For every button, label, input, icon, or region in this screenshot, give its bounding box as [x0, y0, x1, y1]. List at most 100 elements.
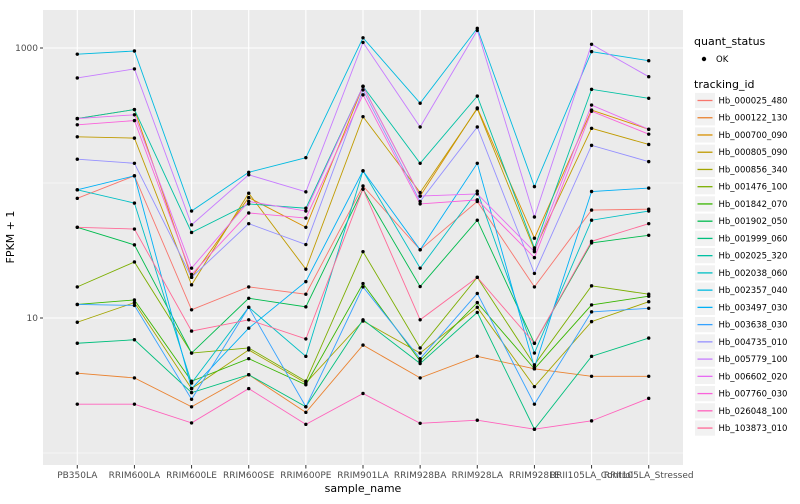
data-point: [532, 246, 537, 250]
data-point: [589, 103, 594, 107]
data-point: [532, 341, 537, 345]
data-point: [589, 218, 594, 222]
data-point: [475, 291, 479, 296]
data-point: [304, 379, 308, 383]
x-tick-label-RRIM928LE: RRIM928LE: [509, 471, 560, 481]
data-point: [475, 418, 479, 422]
legend-item-Hb_000805_090: Hb_000805_090: [695, 144, 788, 160]
data-point: [475, 275, 479, 280]
data-point: [532, 351, 537, 355]
data-point: [132, 227, 137, 231]
legend-item-Hb_005779_100: Hb_005779_100: [695, 351, 788, 367]
legend-label-ok: OK: [716, 55, 729, 65]
data-point: [418, 190, 422, 195]
data-point: [361, 114, 365, 119]
data-point: [247, 285, 251, 289]
data-point: [418, 194, 422, 198]
data-point: [132, 136, 137, 140]
x-tick-label-RRIM600LA: RRIM600LA: [109, 471, 161, 481]
data-point: [647, 294, 651, 298]
legend-item-Hb_001842_070: Hb_001842_070: [695, 196, 787, 212]
data-point: [189, 308, 194, 312]
data-point: [361, 36, 365, 40]
data-point: [647, 209, 651, 213]
data-point: [75, 188, 79, 192]
data-point: [361, 285, 365, 289]
legend-item-Hb_002357_040: Hb_002357_040: [695, 282, 787, 298]
legend-key-ok-point: [701, 56, 707, 62]
legend-item-Hb_002025_320: Hb_002025_320: [695, 248, 787, 264]
data-point: [589, 374, 594, 378]
data-point: [189, 329, 194, 333]
data-point: [647, 59, 651, 63]
data-point: [647, 233, 651, 237]
data-point: [132, 161, 137, 165]
data-point: [418, 361, 422, 366]
data-point: [247, 296, 251, 300]
data-point: [132, 174, 137, 178]
data-point: [532, 215, 537, 219]
data-point: [361, 281, 365, 286]
x-tick-label-RRII105LA_Control: RRII105LA_Control: [550, 471, 633, 481]
data-point: [475, 94, 479, 98]
data-point: [247, 170, 251, 175]
data-point: [475, 189, 479, 193]
data-point: [647, 96, 651, 101]
data-point: [475, 310, 479, 315]
legend-label: Hb_003497_030: [719, 303, 788, 313]
data-point: [304, 267, 308, 271]
data-point: [304, 305, 308, 309]
data-point: [247, 386, 251, 391]
data-point: [361, 40, 365, 45]
data-point: [75, 285, 79, 289]
data-point: [647, 159, 651, 164]
legend-item-Hb_001902_050: Hb_001902_050: [695, 213, 787, 229]
data-point: [75, 123, 79, 127]
data-point: [475, 125, 479, 129]
data-point: [75, 116, 79, 121]
legend-item-Hb_001999_060: Hb_001999_060: [695, 230, 787, 247]
data-point: [589, 284, 594, 288]
data-point: [647, 186, 651, 190]
legend-label: Hb_000805_090: [719, 148, 788, 158]
data-point: [475, 28, 479, 33]
data-point: [532, 236, 537, 240]
data-point: [75, 157, 79, 161]
data-point: [589, 109, 594, 113]
legend-label: Hb_001476_100: [719, 183, 788, 193]
data-point: [647, 374, 651, 378]
data-point: [132, 338, 137, 342]
legend-label: Hb_000122_130: [719, 114, 788, 124]
data-point: [418, 161, 422, 165]
data-point: [304, 354, 308, 359]
chart-generated-layers: PB350LA RRIM600LA RRIM600LE RRIM600SE RRIM60…: [40, 10, 787, 481]
data-point: [532, 285, 537, 289]
data-point: [475, 300, 479, 305]
data-point: [304, 383, 308, 387]
legend-label: Hb_026048_100: [719, 407, 788, 417]
legend-item-Hb_002038_060: Hb_002038_060: [695, 265, 788, 281]
data-point: [475, 161, 479, 165]
data-point: [418, 248, 422, 252]
data-point: [247, 202, 251, 206]
data-point: [418, 346, 422, 350]
legend-label: Hb_000856_340: [719, 165, 788, 175]
data-point: [247, 191, 251, 195]
data-point: [304, 337, 308, 341]
data-point: [418, 351, 422, 355]
data-point: [132, 303, 137, 308]
data-point: [75, 135, 79, 139]
legend-label: Hb_005779_100: [719, 355, 788, 365]
data-point: [418, 318, 422, 322]
data-point: [361, 84, 365, 89]
series-points-Hb_103873_010: [75, 187, 651, 345]
data-point: [75, 52, 79, 56]
legend-item-Hb_006602_020: Hb_006602_020: [695, 368, 787, 384]
data-point: [189, 283, 194, 287]
data-point: [247, 305, 251, 310]
data-point: [189, 397, 194, 401]
legend-label: Hb_002038_060: [719, 269, 788, 279]
data-point: [418, 359, 422, 363]
data-point: [189, 390, 194, 395]
data-point: [132, 67, 137, 71]
